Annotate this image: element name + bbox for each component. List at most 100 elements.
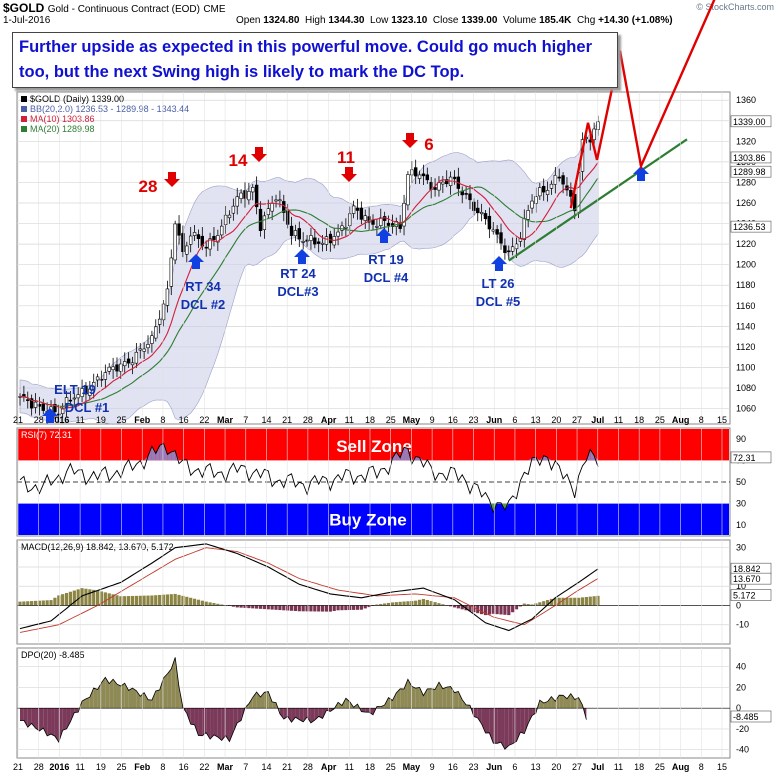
x-tick-lower: Aug [672, 762, 690, 772]
dpo-area [501, 708, 505, 750]
macd-line [19, 543, 599, 632]
x-tick-upper: Jun [486, 415, 502, 425]
dpo-area [132, 688, 137, 709]
dpo-area [210, 708, 214, 740]
cycle-high-label: 28 [139, 177, 158, 196]
macd-histogram-bar [72, 590, 76, 606]
candle-body [530, 200, 534, 209]
macd-histogram-bar [30, 601, 34, 606]
x-tick-upper: 11 [614, 415, 623, 425]
macd-histogram-bar [379, 603, 383, 606]
candle-body [274, 199, 278, 202]
rsi-oversold-fill [489, 503, 494, 513]
candle-body [309, 235, 313, 241]
macd-histogram-bar [289, 605, 294, 611]
candle-body [301, 241, 305, 243]
x-tick-lower: 13 [531, 762, 541, 772]
macd-histogram-bar [68, 591, 73, 606]
close-value: 1339.00 [461, 15, 498, 26]
ma20-line [19, 177, 599, 407]
x-tick-lower: 7 [243, 762, 248, 772]
dpo-panel: -40 -20 0 20 40 DPO(20) -8.485 -8.485 [16, 647, 772, 759]
price-tag: 1303.86 [733, 153, 766, 163]
candle-body [289, 225, 294, 236]
x-tick-upper: 7 [243, 415, 248, 425]
x-tick-upper: 23 [469, 415, 479, 425]
macd-histogram-bar [282, 605, 286, 611]
dpo-area [23, 708, 28, 728]
macd-histogram-bar [367, 605, 371, 608]
candle-body [220, 225, 224, 236]
macd-histogram-bar [549, 598, 554, 606]
macd-histogram-bar [390, 602, 395, 606]
x-tick-lower: 9 [430, 762, 435, 772]
candle-body [316, 241, 321, 244]
rsi-y-tick: 30 [736, 499, 746, 509]
x-tick-lower: 8 [160, 762, 165, 772]
x-tick-upper: 18 [365, 415, 375, 425]
price-y-tick: 1100 [736, 362, 755, 372]
x-tick-lower: Jul [591, 762, 604, 772]
macd-histogram-bar [588, 596, 592, 606]
dpo-area [504, 708, 509, 750]
dpo-area [43, 708, 48, 736]
x-tick-upper: 21 [282, 415, 292, 425]
macd-histogram-bar [305, 605, 309, 612]
dpo-area [508, 708, 513, 746]
x-tick-lower: 25 [655, 762, 665, 772]
macd-histogram-bar [328, 605, 332, 612]
dpo-area [198, 708, 203, 736]
macd-histogram-bar [472, 605, 476, 613]
legend-swatch [21, 106, 27, 112]
dpo-area [70, 708, 75, 722]
macd-histogram-bar [270, 605, 274, 610]
rsi-overbought-fill [404, 447, 408, 461]
candle-body [92, 382, 96, 391]
candle-body [208, 238, 212, 250]
macd-tag-box [730, 589, 772, 601]
dpo-area [186, 708, 191, 725]
macd-legend: MACD(12,26,9) 18.842, 13.670, 5.172 [21, 542, 174, 552]
cycle-low-label: RT 34 [185, 279, 221, 294]
x-tick-lower: 22 [199, 762, 209, 772]
price-y-tick: 1360 [736, 95, 756, 105]
macd-histogram-bar [274, 605, 278, 610]
candle-body [157, 318, 162, 325]
macd-histogram-bar [286, 605, 290, 611]
x-tick-upper: 16 [448, 415, 458, 425]
macd-histogram-bar [251, 605, 255, 609]
dpo-area [547, 696, 552, 709]
macd-histogram-bar [417, 599, 422, 606]
dpo-area [365, 708, 370, 713]
rsi-overbought-fill [423, 459, 428, 461]
macd-panel-frame [16, 539, 731, 645]
x-tick-upper: 13 [531, 415, 541, 425]
candle-body [216, 235, 220, 243]
x-tick-upper: 15 [717, 415, 727, 425]
candle-body [57, 413, 61, 416]
candle-body [417, 174, 422, 179]
x-tick-lower: Apr [321, 762, 337, 772]
candle-body [138, 348, 142, 351]
symbol: $GOLD [3, 1, 45, 15]
dpo-area [427, 688, 432, 709]
candle-body [235, 196, 239, 207]
x-tick-upper: 2016 [49, 415, 69, 425]
dpo-area [303, 708, 308, 722]
macd-histogram-bar [49, 600, 53, 606]
x-tick-upper: Feb [134, 415, 151, 425]
price-y-tick: 1120 [736, 342, 755, 352]
macd-histogram-bar [196, 599, 201, 606]
dpo-area [194, 708, 199, 736]
x-tick-upper: 11 [75, 415, 84, 425]
macd-histogram-bar [169, 594, 173, 606]
price-y-tick: 1140 [736, 321, 755, 331]
stockcharts-watermark: © StockCharts.com [696, 2, 774, 12]
candle-body [348, 213, 352, 226]
dpo-area [392, 692, 397, 709]
dpo-area [287, 708, 292, 723]
price-y-tick: 1160 [736, 301, 755, 311]
candle-body [204, 246, 208, 249]
macd-histogram-bar [557, 597, 561, 606]
price-y-tick: 1220 [736, 239, 756, 249]
